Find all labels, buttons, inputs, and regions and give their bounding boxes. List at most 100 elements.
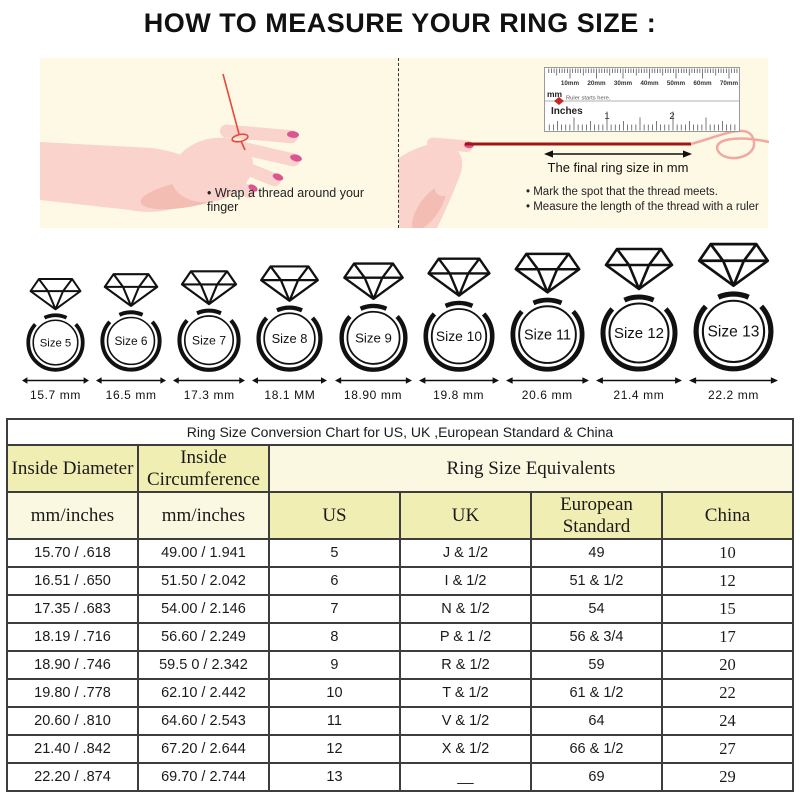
ring-icon: Size 12: [600, 247, 678, 372]
table-cell: 51.50 / 2.042: [136, 566, 270, 596]
table-cell: 69.70 / 2.744: [136, 762, 270, 792]
hand-with-ruler-illustration: [399, 129, 769, 228]
table-cell: 56.60 / 2.249: [136, 622, 270, 652]
table-row: 16.51 / .650 51.50 / 2.042 6 I & 1/2 51 …: [6, 566, 794, 596]
ring-size-7: Size 7 17.3 mm: [173, 268, 246, 402]
illustration-band: • Wrap a thread around your finger 10mm: [40, 58, 769, 228]
table-cell: R & 1/2: [398, 650, 532, 680]
table-cell: 69: [529, 762, 664, 792]
diamond-icon: [181, 270, 238, 306]
table-cell: 21.40 / .842: [6, 734, 139, 764]
ring-diameter: 19.8 mm: [433, 388, 485, 402]
table-cell: 12: [267, 734, 401, 764]
ring-size-10: Size 10 19.8 mm: [418, 255, 499, 402]
table-cell: 62.10 / 2.442: [136, 678, 270, 708]
ruler-scale: 10mm 20mm 30mm 40mm 50mm 60mm 70mm mm Ru…: [545, 68, 739, 131]
svg-text:20mm: 20mm: [587, 80, 606, 87]
table-cell: 54.00 / 2.146: [136, 594, 270, 624]
diamond-icon: [260, 265, 320, 302]
table-cell: J & 1/2: [398, 538, 532, 568]
column-header-equivalents: Ring Size Equivalents: [267, 444, 795, 493]
table-title: Ring Size Conversion Chart for US, UK ,E…: [6, 418, 794, 446]
table-cell: 22: [661, 678, 794, 708]
table-row: 20.60 / .810 64.60 / 2.543 11 V & 1/2 64…: [6, 706, 794, 736]
table-cell: 17.35 / .683: [6, 594, 139, 624]
table-cell: 11: [267, 706, 401, 736]
table-cell: 64: [529, 706, 664, 736]
diamond-icon: [426, 257, 491, 297]
table-cell: 24: [661, 706, 794, 736]
diameter-arrow: [689, 377, 778, 384]
svg-text:30mm: 30mm: [614, 80, 633, 87]
table-cell: I & 1/2: [398, 566, 532, 596]
svg-text:10mm: 10mm: [561, 80, 580, 87]
ring-icon: Size 13: [693, 242, 774, 372]
ruler: 10mm 20mm 30mm 40mm 50mm 60mm 70mm mm Ru…: [544, 67, 740, 132]
column-header-uk: UK: [398, 491, 532, 540]
table-cell: 49: [529, 538, 664, 568]
svg-text:Size 7: Size 7: [192, 333, 226, 347]
diamond-icon: [103, 273, 159, 308]
diamond-icon: [342, 262, 404, 300]
svg-text:Size 5: Size 5: [40, 338, 71, 350]
mm-tick-marks: [548, 68, 738, 79]
column-header-inside-diameter: Inside Diameter: [6, 444, 139, 493]
hand-with-thread-illustration: [40, 73, 302, 212]
table-row: 18.19 / .716 56.60 / 2.249 8 P & 1 /2 56…: [6, 622, 794, 652]
table-cell: P & 1 /2: [398, 622, 532, 652]
table-cell: 64.60 / 2.543: [136, 706, 270, 736]
table-cell: 15.70 / .618: [6, 538, 139, 568]
column-header-eu: European Standard: [529, 491, 664, 540]
ring-diameter: 18.90 mm: [343, 388, 403, 402]
diameter-arrow: [22, 377, 89, 384]
table-cell: 56 & 3/4: [529, 622, 664, 652]
ring-diameter: 15.7 mm: [30, 388, 81, 402]
ring-diameter: 16.5 mm: [105, 388, 157, 402]
panel-measure-ruler: 10mm 20mm 30mm 40mm 50mm 60mm 70mm mm Ru…: [398, 58, 769, 228]
ring-icon: Size 10: [423, 257, 495, 372]
table-cell: 10: [661, 538, 794, 568]
svg-text:70mm: 70mm: [720, 80, 739, 87]
ring-size-11: Size 11 20.6 mm: [505, 250, 589, 402]
table-row: 19.80 / .778 62.10 / 2.442 10 T & 1/2 61…: [6, 678, 794, 708]
diameter-arrow: [252, 377, 328, 384]
column-header-inside-circumference: Inside Circumference: [136, 444, 270, 493]
ring-size-8: Size 8 18.1 MM: [252, 263, 328, 402]
ring-size-12: Size 12 21.4 mm: [595, 245, 682, 402]
ring-diameter: 20.6 mm: [521, 388, 573, 402]
svg-text:40mm: 40mm: [640, 80, 659, 87]
table-cell: V & 1/2: [398, 706, 532, 736]
column-header-circumference-units: mm/inches: [136, 491, 270, 540]
svg-text:Size 9: Size 9: [355, 330, 392, 345]
ring-diameter: 18.1 MM: [264, 388, 316, 402]
table-cell: 18.19 / .716: [6, 622, 139, 652]
ring-size-5: Size 5 15.7 mm: [22, 276, 89, 402]
table-cell: 61 & 1/2: [529, 678, 664, 708]
diamond-icon: [697, 242, 770, 288]
diameter-arrow: [505, 377, 589, 384]
table-cell: 10: [267, 678, 401, 708]
ruler-start-marker-icon: [554, 97, 564, 105]
ring-icon: Size 5: [26, 278, 85, 372]
ring-size-9: Size 9 18.90 mm: [334, 260, 412, 402]
table-cell: 15: [661, 594, 794, 624]
instruction-measure-length: • Measure the length of the thread with …: [526, 201, 759, 213]
table-cell: 8: [267, 622, 401, 652]
svg-text:60mm: 60mm: [693, 80, 712, 87]
table-cell: __: [398, 762, 532, 792]
table-cell: T & 1/2: [398, 678, 532, 708]
ring-icon: Size 9: [338, 262, 408, 372]
final-size-label: The final ring size in mm: [547, 160, 689, 175]
svg-text:Size 8: Size 8: [272, 331, 308, 346]
table-cell: 22.20 / .874: [6, 762, 139, 792]
diameter-arrow: [173, 377, 246, 384]
table-cell: 7: [267, 594, 401, 624]
table-cell: 19.80 / .778: [6, 678, 139, 708]
svg-text:2: 2: [669, 111, 674, 122]
svg-text:Size 13: Size 13: [708, 324, 760, 341]
table-cell: 20.60 / .810: [6, 706, 139, 736]
ring-size-conversion-table: Ring Size Conversion Chart for US, UK ,E…: [6, 418, 795, 792]
table-cell: 18.90 / .746: [6, 650, 139, 680]
diameter-arrow: [418, 377, 499, 384]
ring-icon: Size 7: [177, 270, 241, 372]
